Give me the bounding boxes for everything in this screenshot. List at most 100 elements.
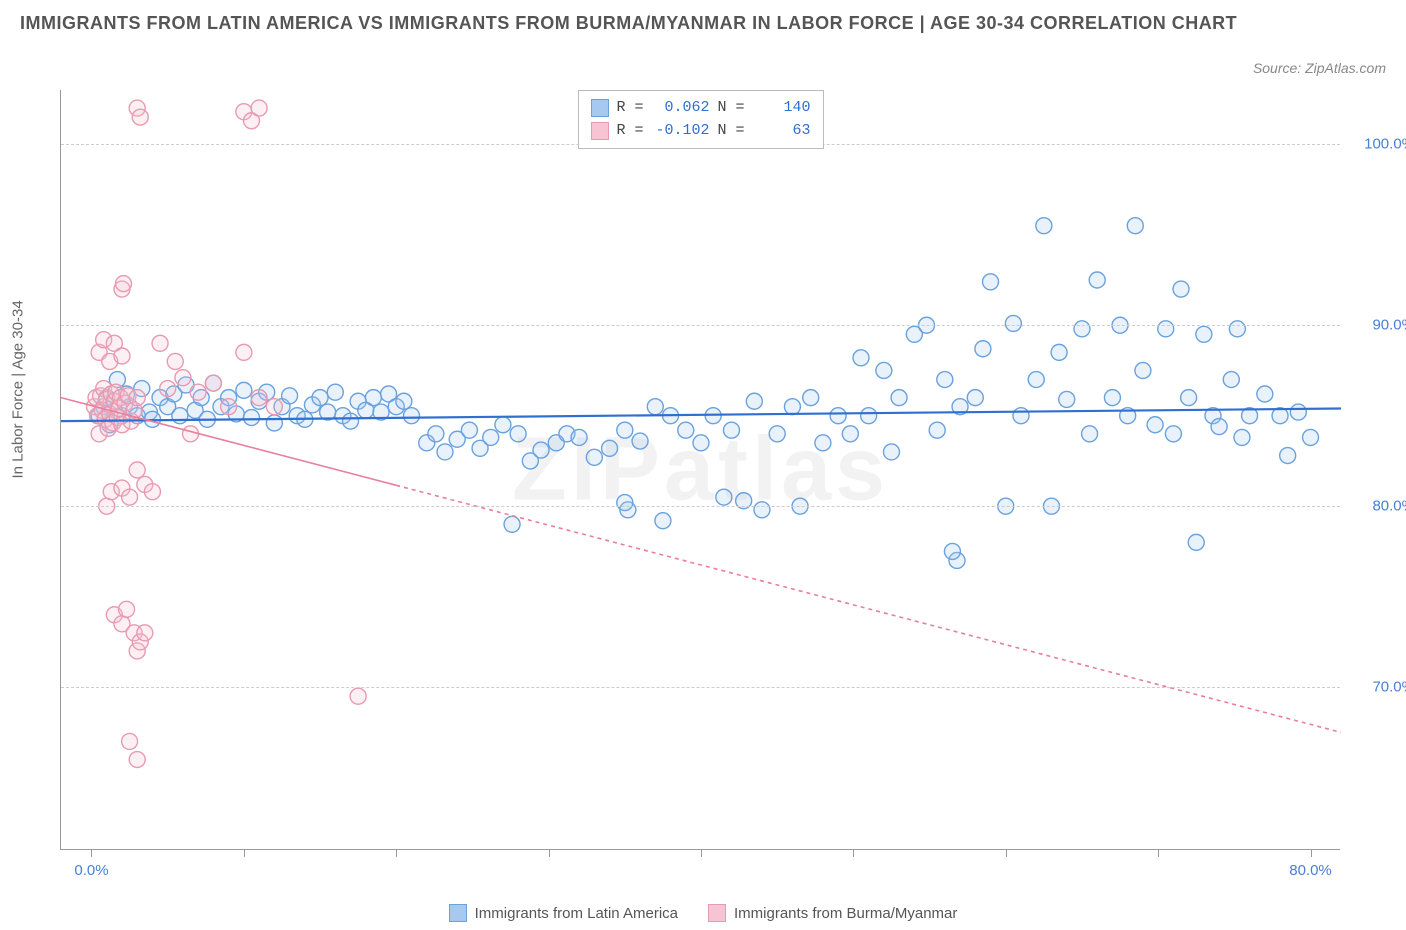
- r-label: R =: [616, 120, 643, 143]
- r-label: R =: [616, 97, 643, 120]
- x-tick-label: 0.0%: [74, 862, 108, 879]
- series-swatch-icon: [449, 904, 467, 922]
- data-point: [602, 440, 618, 456]
- grid-line: [61, 687, 1340, 688]
- data-point: [861, 408, 877, 424]
- data-point: [510, 426, 526, 442]
- data-point: [160, 381, 176, 397]
- data-point: [396, 393, 412, 409]
- data-point: [365, 390, 381, 406]
- data-point: [1173, 281, 1189, 297]
- data-point: [236, 382, 252, 398]
- data-point: [152, 335, 168, 351]
- data-point: [1005, 315, 1021, 331]
- data-point: [617, 422, 633, 438]
- data-point: [842, 426, 858, 442]
- data-point: [137, 625, 153, 641]
- data-point: [617, 495, 633, 511]
- x-tick: [1311, 849, 1312, 857]
- data-point: [929, 422, 945, 438]
- data-point: [1280, 448, 1296, 464]
- scatter-plot-svg: [61, 90, 1341, 850]
- data-point: [883, 444, 899, 460]
- x-tick: [701, 849, 702, 857]
- source-attribution: Source: ZipAtlas.com: [1253, 60, 1386, 76]
- data-point: [175, 370, 191, 386]
- data-point: [129, 752, 145, 768]
- data-point: [647, 399, 663, 415]
- data-point: [1074, 321, 1090, 337]
- data-point: [815, 435, 831, 451]
- data-point: [183, 426, 199, 442]
- legend-label: Immigrants from Burma/Myanmar: [734, 905, 957, 922]
- data-point: [1089, 272, 1105, 288]
- data-point: [243, 410, 259, 426]
- data-point: [483, 429, 499, 445]
- data-point: [115, 276, 131, 292]
- x-tick-label: 80.0%: [1289, 862, 1332, 879]
- data-point: [350, 688, 366, 704]
- data-point: [1229, 321, 1245, 337]
- data-point: [1051, 344, 1067, 360]
- data-point: [1165, 426, 1181, 442]
- x-tick: [244, 849, 245, 857]
- x-tick: [549, 849, 550, 857]
- data-point: [122, 489, 138, 505]
- data-point: [678, 422, 694, 438]
- data-point: [1211, 419, 1227, 435]
- data-point: [403, 408, 419, 424]
- y-tick-label: 90.0%: [1345, 317, 1406, 334]
- data-point: [891, 390, 907, 406]
- data-point: [1290, 404, 1306, 420]
- r-value: -0.102: [652, 120, 710, 143]
- data-point: [428, 426, 444, 442]
- data-point: [1257, 386, 1273, 402]
- data-point: [769, 426, 785, 442]
- data-point: [343, 413, 359, 429]
- y-tick-label: 80.0%: [1345, 498, 1406, 515]
- data-point: [190, 384, 206, 400]
- data-point: [983, 274, 999, 290]
- data-point: [122, 733, 138, 749]
- data-point: [754, 502, 770, 518]
- data-point: [172, 408, 188, 424]
- data-point: [1135, 362, 1151, 378]
- data-point: [251, 100, 267, 116]
- data-point: [132, 109, 148, 125]
- data-point: [803, 390, 819, 406]
- legend-item: Immigrants from Burma/Myanmar: [708, 904, 957, 922]
- data-point: [937, 372, 953, 388]
- series-swatch-icon: [590, 122, 608, 140]
- data-point: [533, 442, 549, 458]
- data-point: [1104, 390, 1120, 406]
- data-point: [1223, 372, 1239, 388]
- y-tick-label: 70.0%: [1345, 679, 1406, 696]
- data-point: [327, 384, 343, 400]
- data-point: [205, 375, 221, 391]
- data-point: [114, 348, 130, 364]
- data-point: [461, 422, 477, 438]
- data-point: [830, 408, 846, 424]
- data-point: [495, 417, 511, 433]
- r-value: 0.062: [652, 97, 710, 120]
- n-label: N =: [718, 97, 745, 120]
- x-tick: [91, 849, 92, 857]
- data-point: [129, 390, 145, 406]
- data-point: [167, 353, 183, 369]
- data-point: [312, 390, 328, 406]
- stats-row: R = -0.102 N = 63: [590, 120, 810, 143]
- series-swatch-icon: [590, 99, 608, 117]
- data-point: [1181, 390, 1197, 406]
- data-point: [632, 433, 648, 449]
- data-point: [655, 513, 671, 529]
- chart-title: IMMIGRANTS FROM LATIN AMERICA VS IMMIGRA…: [20, 10, 1386, 37]
- legend-item: Immigrants from Latin America: [449, 904, 678, 922]
- stats-row: R = 0.062 N = 140: [590, 97, 810, 120]
- data-point: [1082, 426, 1098, 442]
- y-tick-label: 100.0%: [1345, 136, 1406, 153]
- data-point: [876, 362, 892, 378]
- data-point: [1303, 429, 1319, 445]
- data-point: [1013, 408, 1029, 424]
- chart-plot-area: ZIPatlas R = 0.062 N = 140 R = -0.102 N …: [60, 90, 1340, 850]
- n-label: N =: [718, 120, 745, 143]
